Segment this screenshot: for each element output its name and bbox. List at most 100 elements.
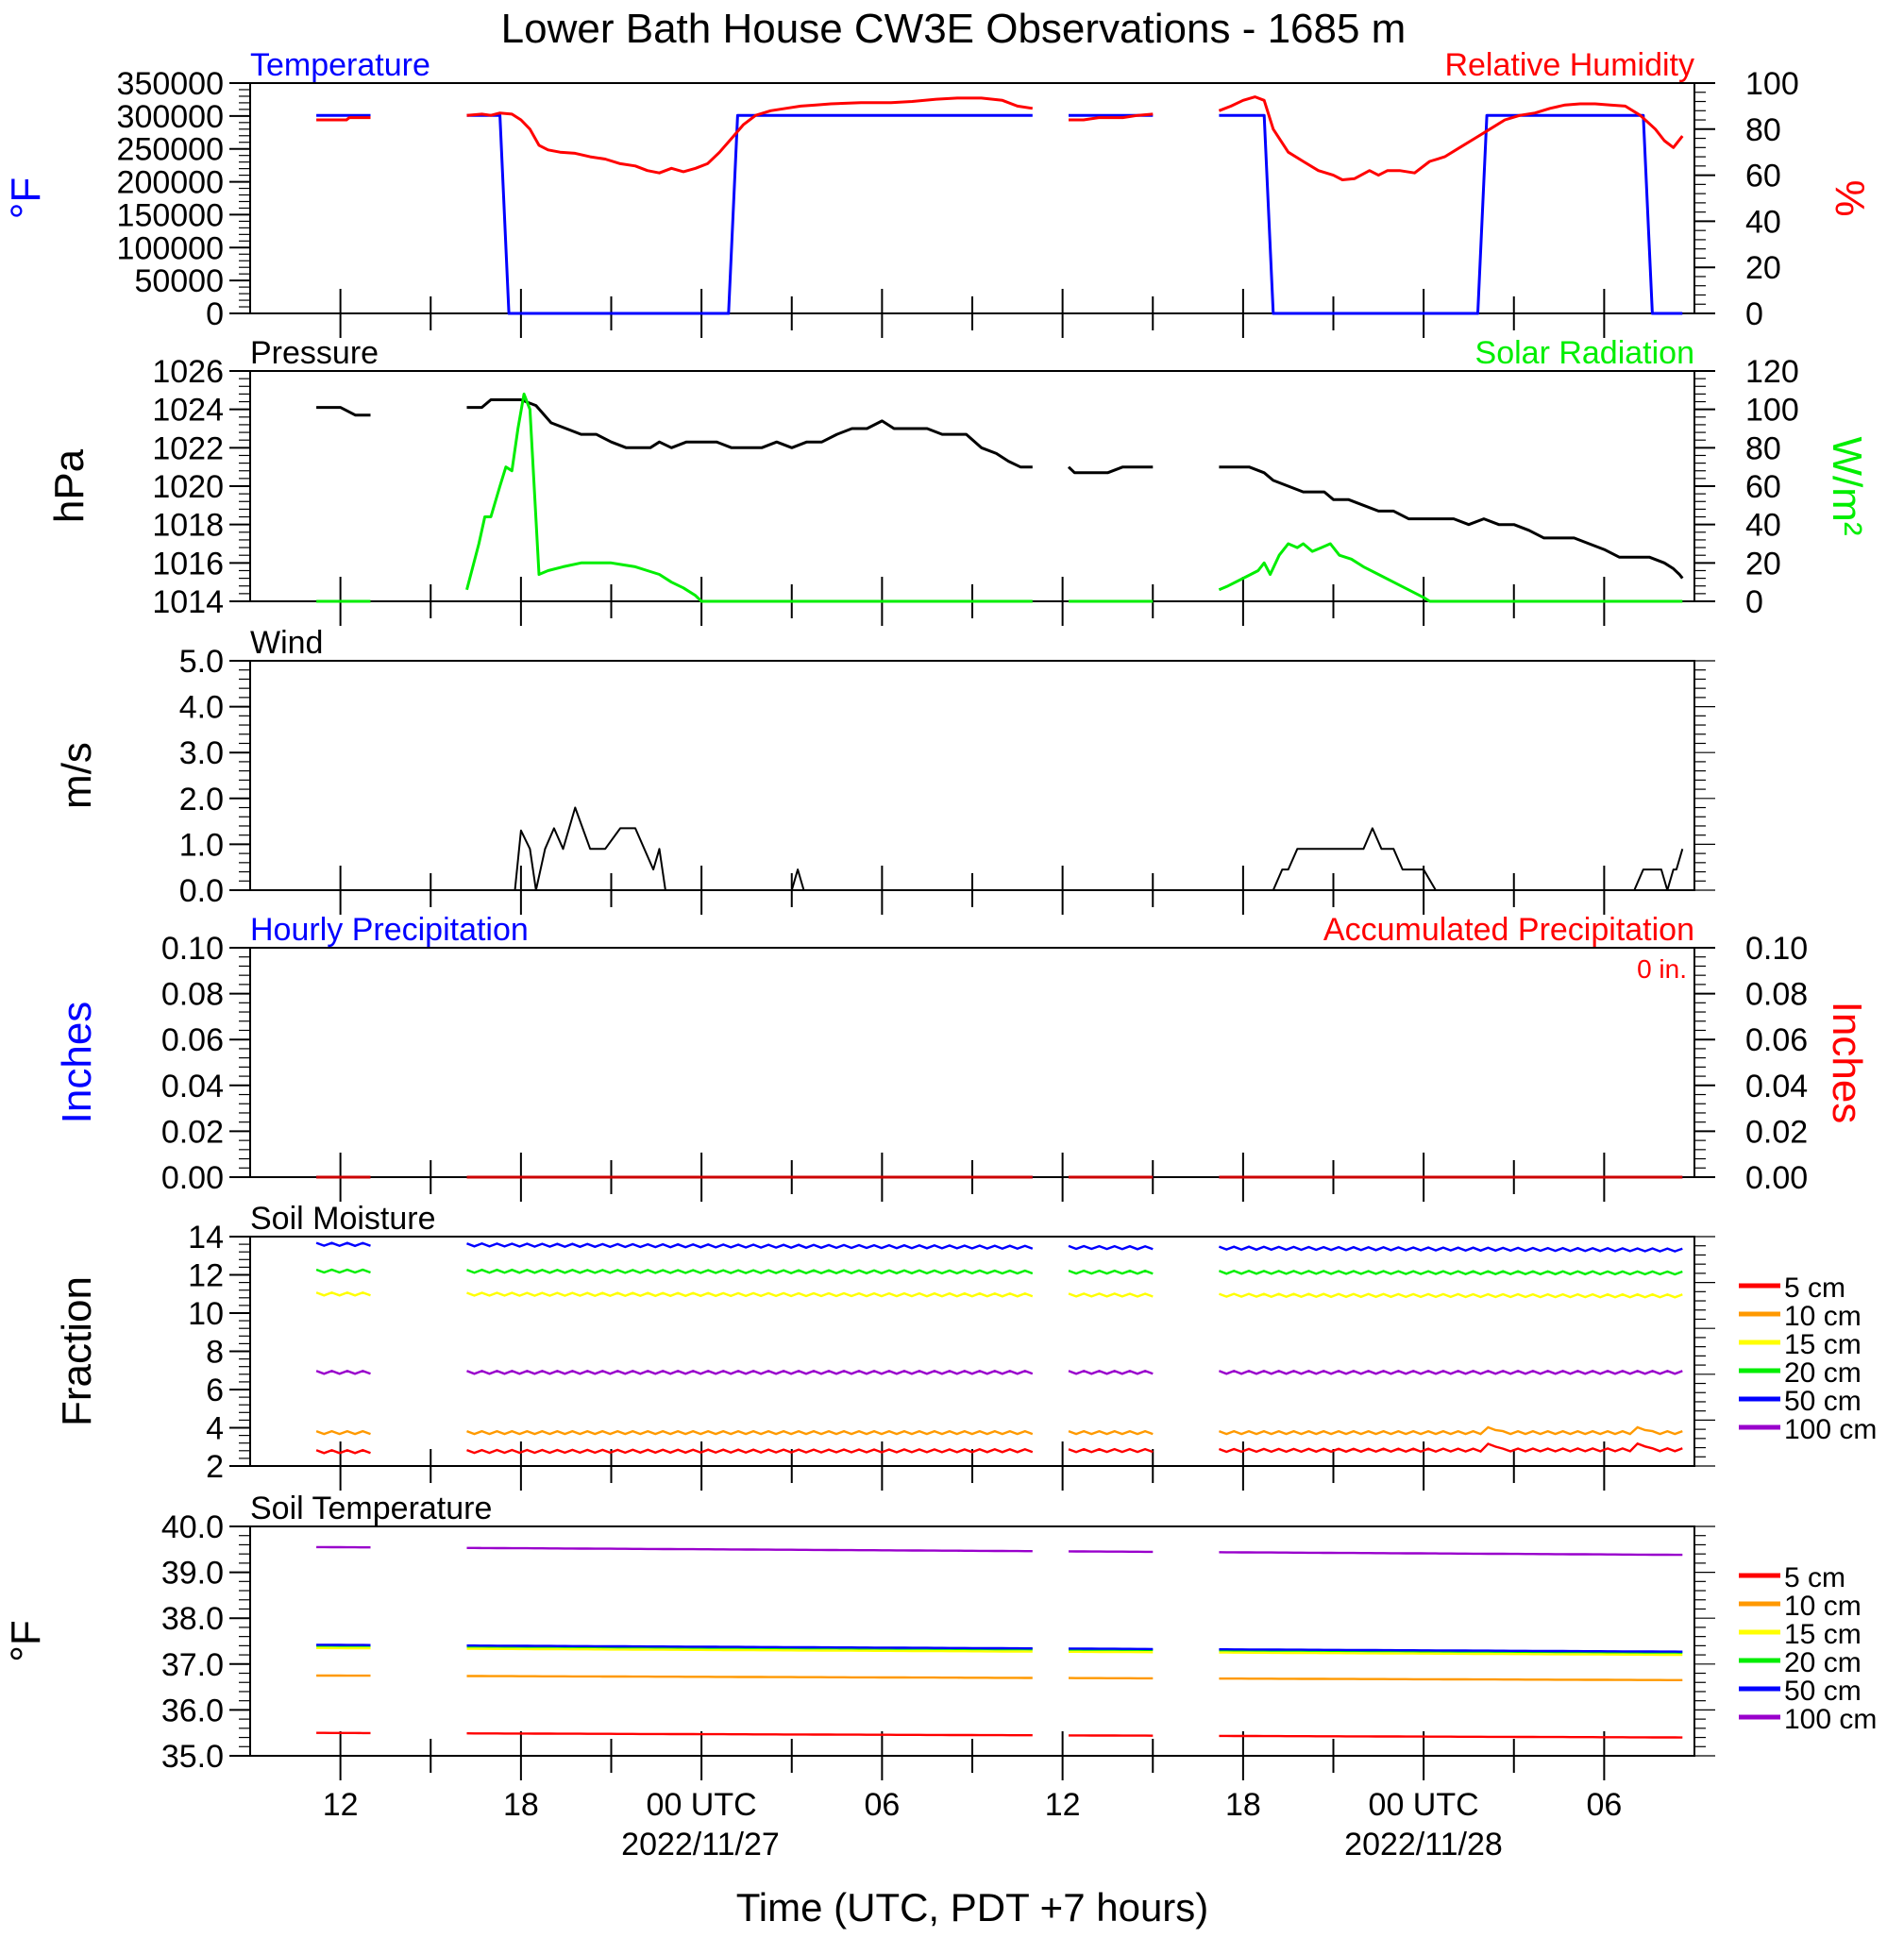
plot-frame — [249, 1525, 1695, 1757]
legend-label: 5 cm — [1784, 1272, 1845, 1304]
y2-tick-label: 0.00 — [1745, 1160, 1808, 1196]
series-relative-humidity — [1218, 95, 1684, 181]
panel-title-left: Temperature — [250, 47, 430, 83]
y2-tick-label: 40 — [1745, 204, 1781, 240]
chart-title: Lower Bath House CW3E Observations - 168… — [501, 6, 1407, 52]
panel-temp_rh: 0500001000001500002000002500003000003500… — [3, 47, 1873, 338]
y-tick-label: 200000 — [117, 165, 224, 201]
series-relative-humidity — [1069, 112, 1154, 122]
y2-tick-label: 0.04 — [1745, 1069, 1808, 1104]
x-date-label-2: 2022/11/28 — [1344, 1827, 1503, 1862]
y2-tick-label: 0 — [1745, 296, 1763, 332]
legend-label: 100 cm — [1784, 1414, 1877, 1445]
series-soil-5cm — [1218, 1441, 1683, 1454]
y-tick-label: 3.0 — [179, 735, 224, 771]
y2-axis-unit-label: % — [1827, 179, 1873, 216]
series-soil-100cm — [466, 1546, 1033, 1553]
legend-label: 15 cm — [1784, 1329, 1862, 1360]
legend-label: 10 cm — [1784, 1301, 1862, 1332]
series-pressure — [1067, 465, 1154, 475]
y-tick-label: 8 — [206, 1335, 224, 1371]
y2-tick-label: 120 — [1745, 354, 1799, 390]
series-soil-15cm — [1218, 1292, 1683, 1299]
y2-tick-label: 60 — [1745, 159, 1781, 194]
series-relative-humidity — [316, 116, 371, 122]
panel-precip: 0.00 0.02 0.04 0.06 0.08 0.10 0.00 0.02 0.04 0.06… — [54, 912, 1870, 1202]
x-tick-label: 06 — [864, 1787, 900, 1823]
series-soil-15cm — [315, 1291, 371, 1297]
panels: 0500001000001500002000002500003000003500… — [3, 47, 1877, 1780]
y2-tick-label: 80 — [1745, 112, 1781, 148]
y-tick-label: 0.04 — [161, 1069, 224, 1104]
series-soil-15cm — [466, 1647, 1033, 1653]
series-soil-10cm — [466, 1429, 1034, 1436]
y2-tick-label: 100 — [1745, 66, 1799, 102]
y-tick-label: 1020 — [152, 469, 224, 505]
y-tick-label: 36.0 — [161, 1693, 224, 1728]
series-soil-100cm — [466, 1370, 1034, 1375]
series-soil-10cm — [1068, 1429, 1154, 1436]
series-soil-20cm — [466, 1268, 1034, 1275]
series-solar-radiation — [465, 392, 1033, 603]
y-tick-label: 0.10 — [161, 931, 224, 967]
legend-label: 20 cm — [1784, 1357, 1862, 1389]
y-tick-label: 150000 — [117, 197, 224, 233]
plot-frame — [249, 947, 1695, 1178]
series-soil-50cm — [466, 1242, 1034, 1250]
y2-tick-label: 20 — [1745, 250, 1781, 286]
legend-label: 50 cm — [1784, 1676, 1862, 1707]
y-tick-label: 1026 — [152, 354, 224, 390]
series-soil-10cm — [315, 1429, 371, 1436]
y-tick-label: 350000 — [117, 66, 224, 102]
y-axis-unit-label: °F — [3, 1620, 49, 1661]
y2-tick-label: 0 — [1745, 584, 1763, 620]
y-tick-label: 1016 — [152, 546, 224, 581]
y-tick-label: 1022 — [152, 430, 224, 466]
series-soil-10cm — [1218, 1425, 1683, 1436]
x-tick-label: 06 — [1586, 1787, 1622, 1823]
y-tick-label: 37.0 — [161, 1647, 224, 1683]
y-tick-label: 250000 — [117, 132, 224, 168]
x-axis-label: Time (UTC, PDT +7 hours) — [736, 1885, 1209, 1930]
series-soil-20cm — [1068, 1269, 1154, 1275]
series-wind — [1219, 827, 1684, 891]
series-soil-100cm — [1219, 1551, 1683, 1557]
series-soil-50cm — [315, 1241, 371, 1248]
series-pressure — [1219, 465, 1684, 580]
y2-tick-label: 0.06 — [1745, 1022, 1808, 1058]
x-tick-label: 12 — [1045, 1787, 1081, 1823]
y-tick-label: 40.0 — [161, 1509, 224, 1545]
y-tick-label: 35.0 — [161, 1739, 224, 1775]
panel-title-left: Soil Temperature — [250, 1491, 492, 1526]
series-solar-radiation — [1218, 542, 1683, 603]
y-tick-label: 2 — [206, 1449, 224, 1485]
series-soil-50cm — [1069, 1647, 1154, 1651]
series-soil-20cm — [315, 1268, 371, 1274]
series-soil-50cm — [1219, 1648, 1683, 1653]
series-soil-50cm — [1218, 1245, 1683, 1253]
panel-title-left: Hourly Precipitation — [250, 912, 529, 948]
x-tick-label: 12 — [323, 1787, 359, 1823]
y-tick-label: 1018 — [152, 508, 224, 544]
y2-tick-label: 0.10 — [1745, 931, 1808, 967]
precip-total-annotation: 0 in. — [1637, 954, 1687, 984]
y-axis-unit-label: °F — [3, 177, 49, 219]
legend-label: 5 cm — [1784, 1562, 1845, 1593]
y-tick-label: 38.0 — [161, 1601, 224, 1637]
y2-tick-label: 0.02 — [1745, 1114, 1808, 1150]
y-tick-label: 1024 — [152, 393, 224, 429]
series-soil-10cm — [1219, 1677, 1683, 1681]
y-tick-label: 1014 — [152, 584, 224, 620]
y-tick-label: 4.0 — [179, 690, 224, 726]
y2-tick-label: 80 — [1745, 430, 1781, 466]
y-tick-label: 14 — [188, 1220, 224, 1255]
series-soil-100cm — [1218, 1370, 1683, 1375]
y-tick-label: 39.0 — [161, 1556, 224, 1592]
series-soil-50cm — [466, 1644, 1033, 1650]
y-tick-label: 0.02 — [161, 1114, 224, 1150]
